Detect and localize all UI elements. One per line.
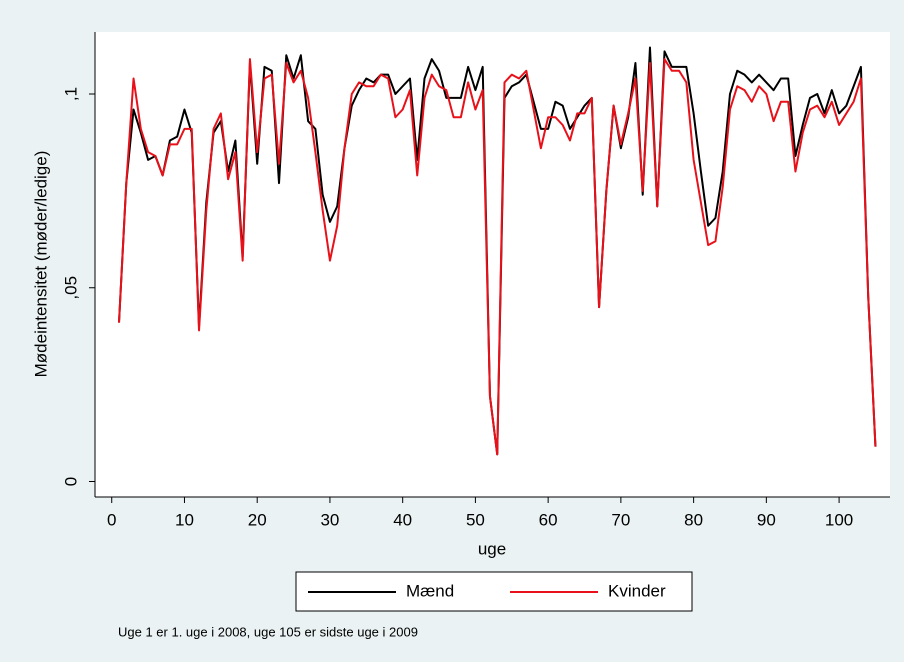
- legend-label: Mænd: [406, 581, 454, 600]
- x-tick-label: 40: [393, 510, 412, 529]
- series-line: [118, 58, 877, 456]
- x-tick-label: 20: [248, 510, 267, 529]
- y-axis-title: Mødeintensitet (møder/ledige): [31, 151, 50, 378]
- y-tick-label: ,1: [61, 87, 80, 101]
- x-tick-label: 10: [175, 510, 194, 529]
- x-axis-title: uge: [478, 539, 506, 558]
- plot-area: [95, 32, 890, 497]
- x-tick-label: 60: [539, 510, 558, 529]
- x-tick-label: 70: [611, 510, 630, 529]
- y-tick-label: ,05: [61, 276, 80, 300]
- y-tick-label: 0: [61, 477, 80, 486]
- x-tick-label: 0: [107, 510, 116, 529]
- legend-label: Kvinder: [608, 581, 666, 600]
- x-tick-label: 100: [825, 510, 853, 529]
- x-tick-label: 80: [684, 510, 703, 529]
- x-tick-label: 90: [757, 510, 776, 529]
- x-tick-label: 30: [320, 510, 339, 529]
- x-tick-label: 50: [466, 510, 485, 529]
- note: Uge 1 er 1. uge i 2008, uge 105 er sidst…: [118, 624, 418, 639]
